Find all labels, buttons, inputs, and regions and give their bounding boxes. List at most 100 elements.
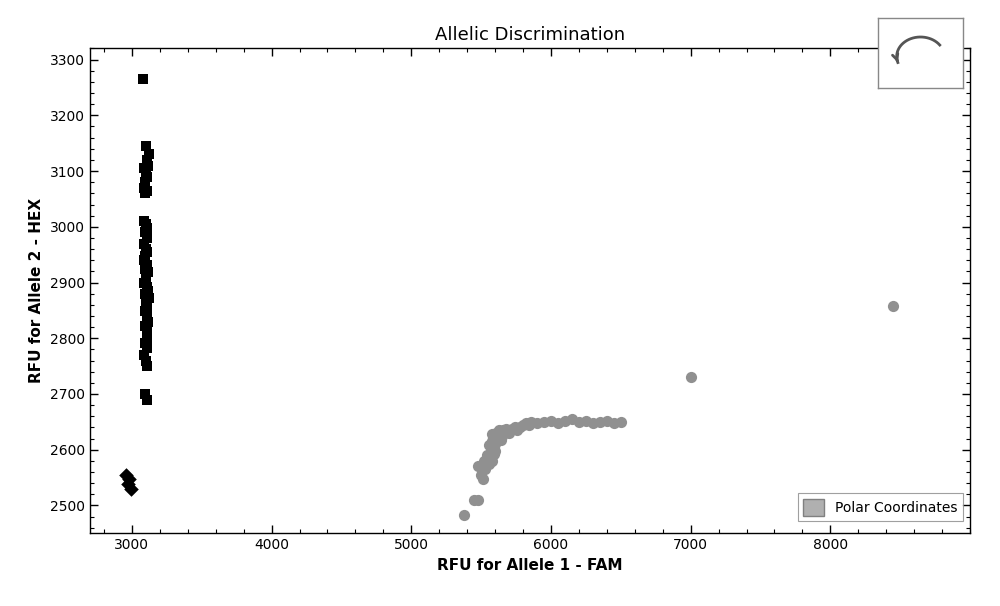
Point	[138, 219, 154, 229]
X-axis label: RFU for Allele 1 - FAM: RFU for Allele 1 - FAM	[437, 558, 623, 573]
Point	[136, 239, 152, 248]
Point	[121, 474, 137, 484]
Point	[141, 150, 157, 159]
Point	[512, 422, 528, 432]
Point	[484, 436, 500, 446]
Point	[504, 424, 520, 433]
Point	[493, 435, 509, 445]
Point	[578, 416, 594, 425]
Point	[140, 161, 156, 170]
Point	[136, 164, 152, 173]
Point	[543, 416, 559, 425]
Point	[138, 244, 154, 254]
Point	[521, 420, 537, 430]
Point	[137, 321, 153, 331]
Point	[470, 495, 486, 505]
Point	[529, 418, 545, 428]
Point	[523, 417, 539, 427]
Point	[550, 418, 566, 428]
Point	[479, 450, 495, 460]
Point	[481, 459, 497, 468]
Point	[140, 286, 156, 296]
Point	[456, 511, 472, 521]
Point	[139, 333, 155, 343]
Point	[139, 327, 155, 336]
Point	[138, 141, 154, 151]
Point	[138, 297, 154, 307]
Point	[495, 425, 511, 435]
Point	[137, 264, 153, 273]
Point	[139, 282, 155, 292]
Point	[139, 395, 155, 404]
Point	[136, 216, 152, 226]
Point	[137, 338, 153, 348]
Point	[536, 417, 552, 427]
Point	[139, 260, 155, 270]
Point	[564, 414, 580, 424]
Point	[141, 293, 157, 303]
Y-axis label: RFU for Allele 2 - HEX: RFU for Allele 2 - HEX	[29, 198, 44, 384]
Point	[476, 456, 492, 465]
Point	[490, 434, 506, 444]
Point	[138, 169, 154, 179]
Point	[123, 484, 139, 493]
Legend: Polar Coordinates: Polar Coordinates	[798, 493, 963, 522]
Point	[599, 416, 615, 425]
Point	[592, 417, 608, 427]
Point	[488, 428, 504, 438]
Point	[139, 155, 155, 165]
Point	[136, 278, 152, 287]
Point	[491, 425, 507, 435]
Point	[137, 188, 153, 198]
Point	[487, 439, 503, 449]
Point	[137, 307, 153, 316]
Point	[139, 171, 155, 181]
Point	[135, 75, 151, 84]
Point	[571, 417, 587, 427]
Point	[585, 418, 601, 428]
Point	[139, 233, 155, 243]
Point	[140, 317, 156, 327]
Point	[498, 424, 514, 433]
Point	[484, 456, 500, 465]
Point	[683, 373, 699, 382]
Point	[138, 356, 154, 365]
Point	[606, 418, 622, 428]
Point	[137, 251, 153, 261]
Point	[139, 361, 155, 371]
Point	[139, 311, 155, 321]
Point	[885, 301, 901, 311]
Point	[470, 462, 486, 471]
Point	[477, 464, 493, 474]
Title: Allelic Discrimination: Allelic Discrimination	[435, 26, 625, 44]
Point	[139, 185, 155, 195]
Point	[509, 425, 525, 435]
Point	[136, 183, 152, 193]
Point	[487, 446, 503, 456]
Point	[137, 389, 153, 399]
Point	[613, 417, 629, 427]
Point	[473, 470, 489, 479]
Point	[139, 223, 155, 233]
Point	[501, 428, 517, 438]
Point	[486, 449, 502, 459]
Point	[139, 303, 155, 313]
Point	[136, 350, 152, 360]
Point	[120, 479, 136, 489]
Point	[466, 495, 482, 505]
Point	[557, 416, 573, 425]
Point	[484, 429, 500, 439]
Point	[475, 474, 491, 484]
Point	[137, 178, 153, 187]
Point	[139, 344, 155, 353]
Point	[481, 441, 497, 450]
Point	[140, 268, 156, 278]
Point	[494, 431, 510, 441]
Point	[507, 422, 523, 432]
Point	[518, 418, 534, 428]
Point	[118, 470, 134, 479]
Point	[136, 255, 152, 265]
Point	[515, 420, 531, 430]
Point	[138, 272, 154, 282]
Point	[137, 289, 153, 299]
